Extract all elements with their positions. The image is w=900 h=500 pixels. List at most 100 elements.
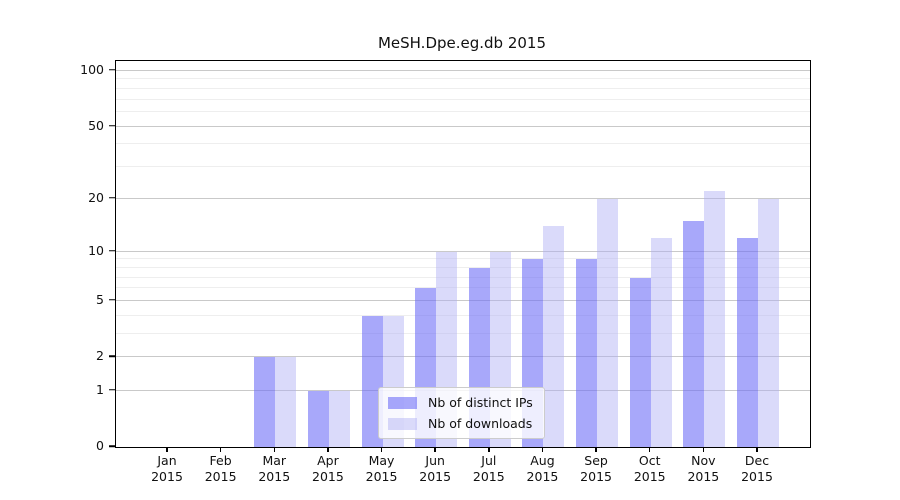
plot-area: Nb of distinct IPs Nb of downloads [115,60,811,448]
y-tick-label: 1 [96,381,104,397]
y-tick-label: 5 [96,291,104,307]
x-tick-label-line: Sep [584,453,608,468]
bar-distinct-ips [361,315,383,447]
x-tick-mark [756,447,758,452]
minor-gridline [116,314,810,316]
bar-downloads [275,357,297,447]
minor-gridline [116,143,810,145]
x-tick-label: Nov 2015 [661,453,745,486]
x-tick-label-line: Apr [317,453,339,468]
x-tick-label-line: 2015 [526,469,559,485]
bar-downloads [758,198,779,447]
major-gridline [116,69,810,71]
x-tick-label-line: Oct [638,453,661,468]
x-tick-label-line: May [368,453,395,468]
x-tick-mark [380,447,383,452]
y-tick-label: 0 [96,437,104,453]
y-tick-label: 50 [88,117,104,133]
major-gridline [116,299,810,301]
y-tick-mark [109,249,115,252]
x-tick-label-line: 2015 [204,469,237,485]
major-gridline [116,125,810,127]
bar-downloads [597,198,619,447]
bar-distinct-ips [254,357,276,447]
x-tick-label-line: Mar [262,453,287,468]
x-tick-label-line: Dec [744,453,770,468]
x-tick-mark [273,447,276,452]
x-tick-mark [434,447,436,452]
x-tick-label: Oct 2015 [608,453,692,486]
x-tick-mark [702,447,705,452]
x-tick-label-line: 2015 [312,469,344,485]
x-tick-mark [219,447,222,452]
x-tick-label-line: 2015 [365,469,398,485]
x-tick-label-line: 2015 [741,469,773,485]
legend-item-distinct-ips: Nb of distinct IPs [388,395,533,410]
legend-swatch-distinct-ips [388,396,417,409]
legend-label-distinct-ips: Nb of distinct IPs [428,395,533,410]
major-gridline [116,250,810,252]
x-tick-label-line: 2015 [580,469,612,485]
x-tick-label-line: Jun [425,453,445,468]
x-tick-label: May 2015 [340,453,424,486]
y-tick-mark [109,388,115,391]
bar-downloads [543,226,565,447]
y-tick-mark [109,197,115,199]
legend-item-downloads: Nb of downloads [388,416,533,431]
minor-gridline [116,276,810,278]
y-tick-mark [109,299,115,301]
x-tick-mark [488,447,490,452]
bar-distinct-ips [683,221,705,447]
x-tick-label-line: 2015 [258,469,291,485]
x-tick-label: Sep 2015 [554,453,638,486]
x-tick-label-line: 2015 [151,469,183,485]
x-tick-label-line: 2015 [687,469,720,485]
minor-gridline [116,78,810,80]
x-tick-label: Feb 2015 [179,453,263,486]
bar-distinct-ips [576,259,598,447]
x-tick-label-line: Aug [530,453,555,468]
minor-gridline [116,287,810,289]
y-tick-label: 10 [88,242,104,258]
minor-gridline [116,266,810,268]
y-tick-label: 2 [96,348,104,364]
x-tick-mark [648,447,651,452]
legend: Nb of distinct IPs Nb of downloads [378,387,545,439]
bar-distinct-ips [737,237,758,447]
bar-downloads [650,237,672,447]
y-tick-label: 100 [80,61,104,77]
minor-gridline [116,87,810,89]
legend-label-downloads: Nb of downloads [428,416,533,431]
x-tick-mark [595,447,597,452]
x-tick-mark [327,447,329,452]
x-tick-label-line: 2015 [419,469,452,485]
x-tick-label: Mar 2015 [232,453,316,486]
y-tick-mark [109,69,115,71]
bar-downloads [704,191,726,447]
y-tick-mark [109,445,115,447]
x-tick-label-line: Jul [481,453,497,468]
x-tick-label: Jan 2015 [125,453,209,486]
x-tick-mark [541,447,544,452]
minor-gridline [116,110,810,112]
x-tick-label: Jul 2015 [447,453,531,486]
x-tick-label-line: Feb [209,453,232,468]
y-tick-label: 20 [88,189,104,205]
x-tick-mark [166,447,168,452]
minor-gridline [116,333,810,335]
x-tick-label-line: Jan [157,453,177,468]
bar-distinct-ips [307,390,329,447]
x-tick-label-line: Nov [691,453,716,468]
legend-swatch-downloads [388,417,417,430]
y-tick-mark [109,124,115,127]
minor-gridline [116,258,810,260]
x-tick-label: Dec 2015 [715,453,799,486]
x-tick-label-line: 2015 [472,469,505,485]
major-gridline [116,356,810,358]
x-tick-label-line: 2015 [633,469,666,485]
chart-title: MeSH.Dpe.eg.db 2015 [377,34,547,52]
bar-downloads [328,390,350,447]
x-tick-label: Aug 2015 [500,453,584,486]
major-gridline [116,197,810,199]
